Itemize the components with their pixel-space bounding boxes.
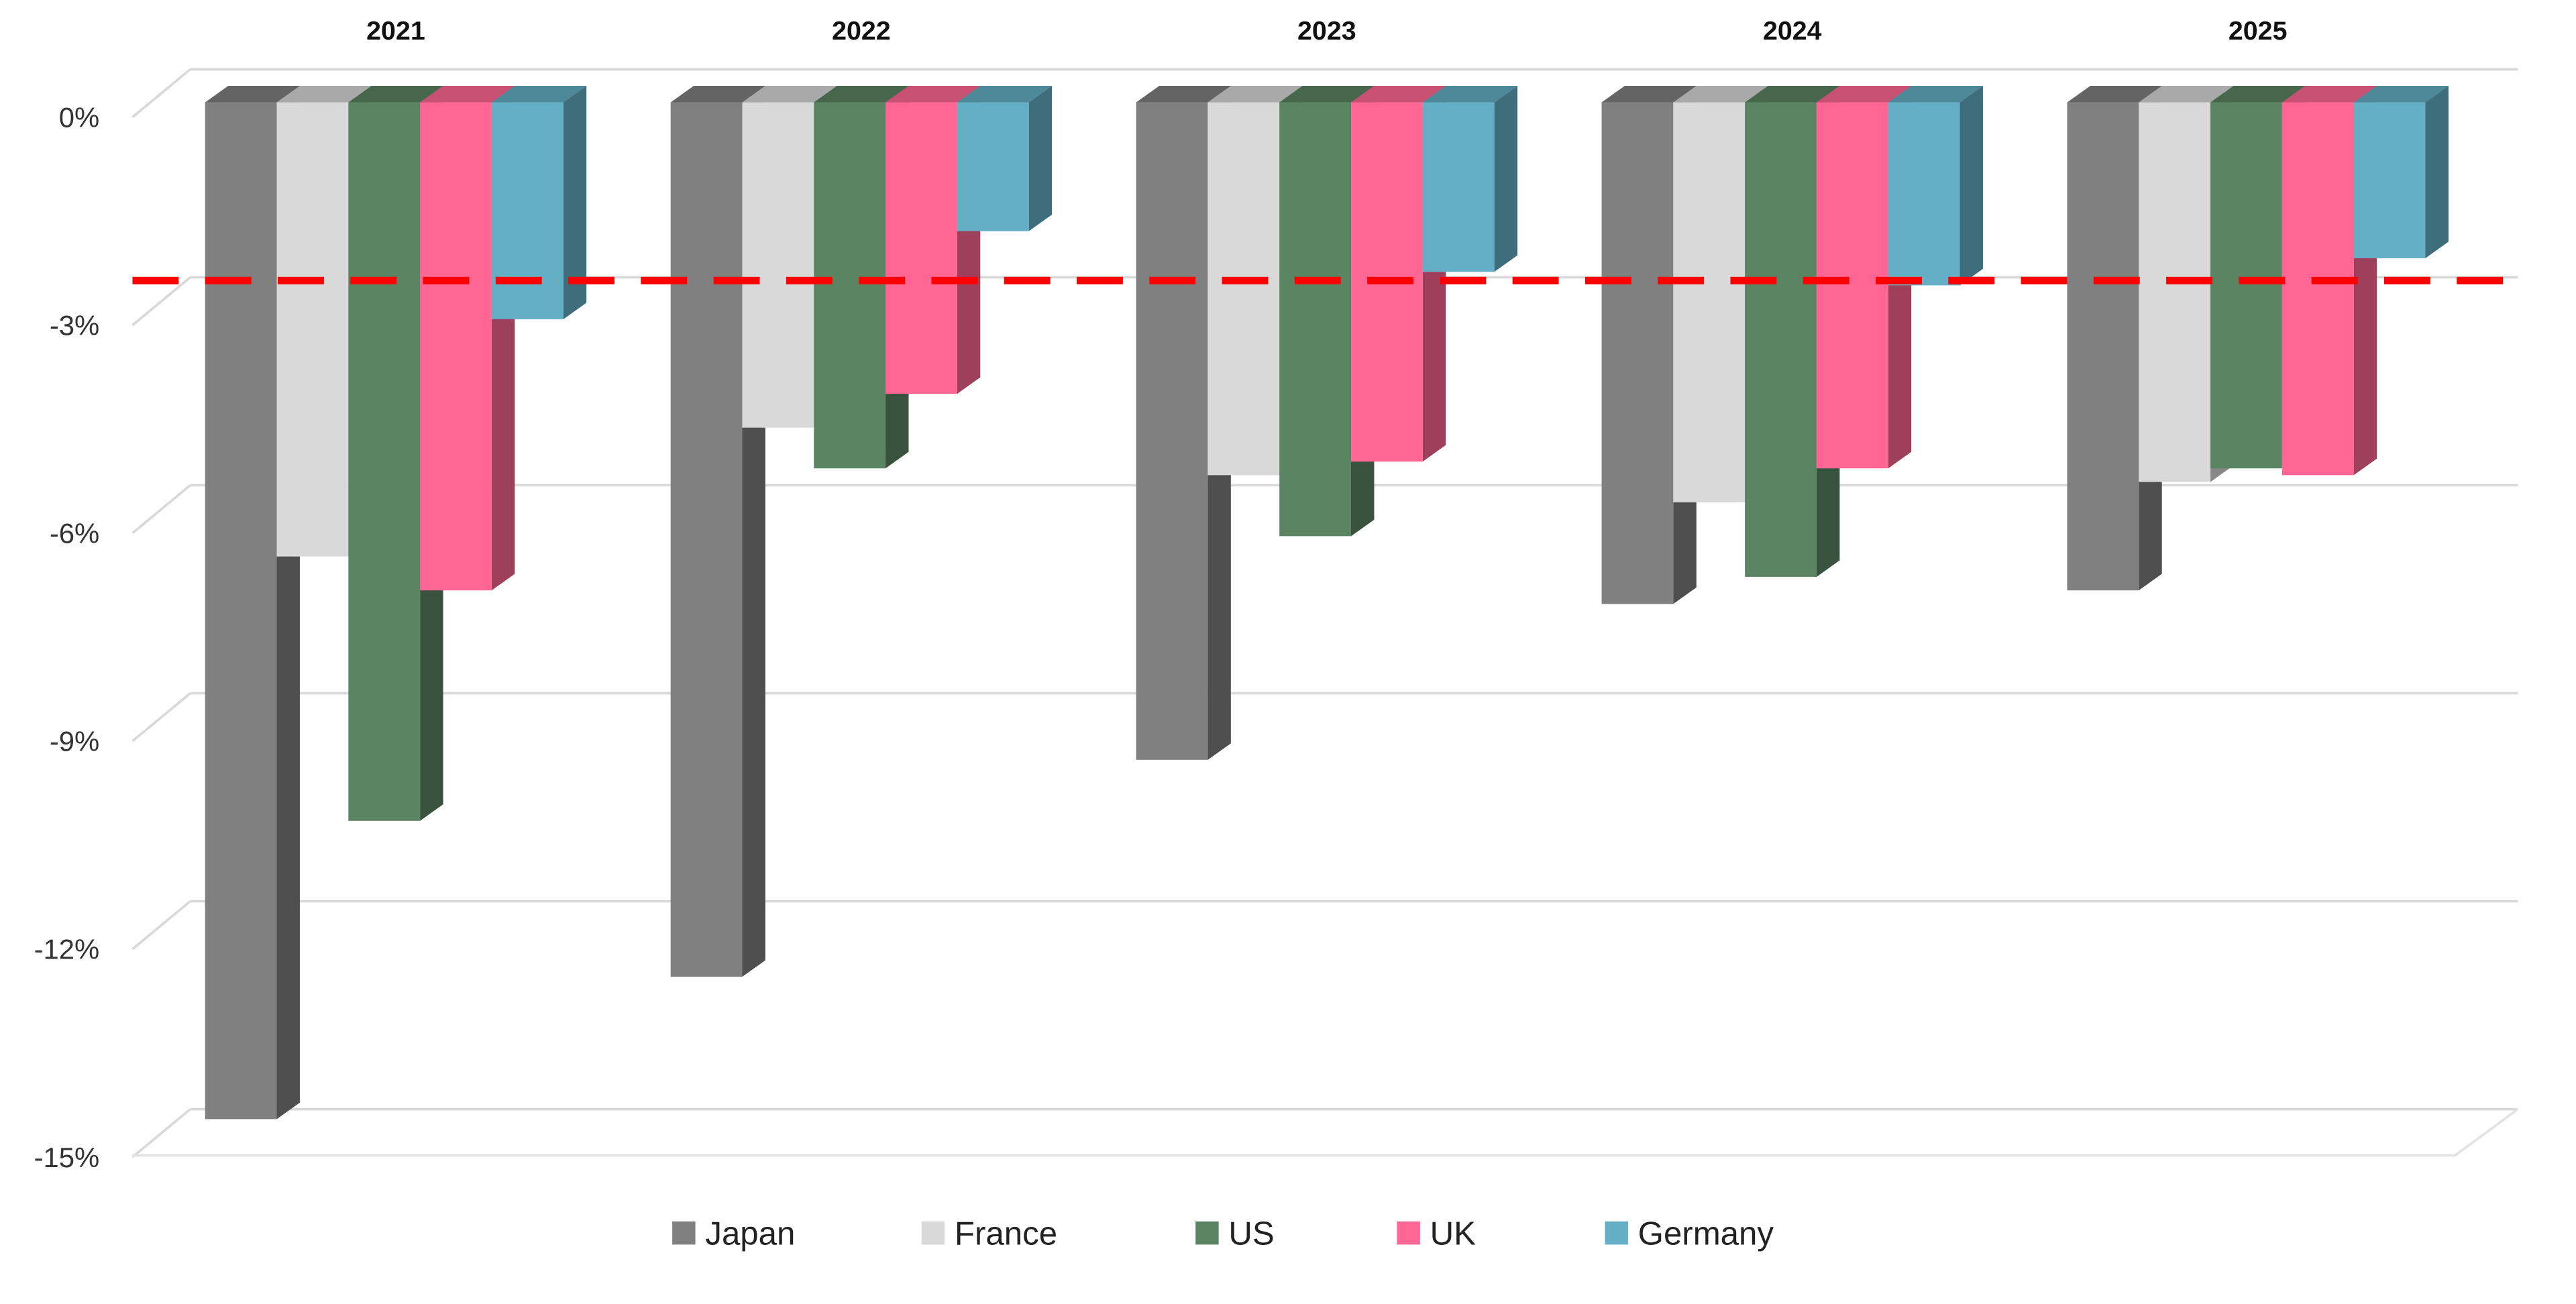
floor-side-edge [2454, 1108, 2519, 1157]
bars [205, 85, 2449, 1120]
legend-swatch-japan [672, 1221, 696, 1245]
bar-side-germany [1028, 85, 1053, 231]
bar-germany-2023 [1422, 102, 1495, 272]
category-label: 2024 [1763, 16, 1822, 46]
legend-label-us: US [1228, 1215, 1274, 1252]
bar-top-germany [957, 85, 1053, 103]
bar-top-germany [2353, 85, 2449, 103]
bar-germany-2022 [957, 102, 1029, 231]
bar-germany-2025 [2353, 102, 2426, 258]
gridline-diagonal [131, 484, 191, 535]
bar-side-germany [2425, 85, 2449, 258]
legend-swatch-uk [1397, 1221, 1420, 1245]
bar-top-us [1745, 85, 1840, 103]
bar-japan-2021 [205, 102, 277, 1120]
bar-top-uk [1351, 85, 1446, 103]
bar-us-2023 [1279, 102, 1352, 537]
category-label: 2022 [832, 16, 891, 46]
legend-label-france: France [955, 1215, 1057, 1252]
category-label: 2025 [2229, 16, 2288, 46]
bar-uk-2025 [2282, 102, 2354, 476]
gridline-diagonal [131, 900, 191, 950]
legend: Japan France US UK Germany [672, 1215, 1774, 1252]
bar-germany-2021 [491, 102, 564, 319]
y-tick-label: -15% [34, 1142, 100, 1173]
y-tick-label: -12% [34, 934, 100, 965]
bar-us-2025 [2210, 102, 2282, 469]
bar-top-japan [1136, 85, 1231, 103]
category-label: 2021 [366, 16, 425, 46]
legend-swatch-us [1195, 1221, 1219, 1245]
bar-uk-2021 [420, 102, 492, 591]
legend-label-uk: UK [1430, 1215, 1477, 1252]
gridline-diagonal [131, 276, 191, 327]
bar-top-france [2139, 85, 2234, 103]
bar-top-uk [885, 85, 981, 103]
bar-top-germany [491, 85, 587, 103]
legend-label-germany: Germany [1638, 1215, 1774, 1252]
bar-france-2022 [742, 102, 814, 428]
bar-us-2021 [348, 102, 421, 821]
bar-top-france [1673, 85, 1768, 103]
bar-top-france [1208, 85, 1303, 103]
bar-top-germany [1422, 85, 1518, 103]
bar-top-japan [2067, 85, 2162, 103]
bar-france-2024 [1673, 102, 1746, 502]
bar-germany-2024 [1888, 102, 1960, 286]
bar-side-germany [1960, 85, 1983, 286]
category-label: 2023 [1297, 16, 1356, 46]
bar-japan-2023 [1136, 102, 1208, 760]
bar-top-us [814, 85, 909, 103]
bar-side-germany [563, 85, 587, 319]
legend-swatch-france [921, 1221, 945, 1245]
bar-top-uk [2282, 85, 2377, 103]
y-tick-label: -9% [50, 726, 99, 757]
y-tick-label: -3% [50, 310, 99, 341]
bar-uk-2022 [885, 102, 957, 394]
bar-japan-2024 [1601, 102, 1674, 604]
bar-top-uk [1816, 85, 1912, 103]
bar-top-japan [1601, 85, 1697, 103]
bar-us-2024 [1745, 102, 1817, 577]
bar-japan-2025 [2067, 102, 2139, 591]
bar-japan-2022 [670, 102, 743, 977]
gridline-diagonal [131, 692, 191, 743]
bar-top-us [1279, 85, 1375, 103]
bar-top-france [742, 85, 837, 103]
bar-top-france [276, 85, 372, 103]
bar-top-japan [670, 85, 765, 103]
category-labels: 2021 2022 2023 2024 2025 [366, 16, 2287, 46]
bar-top-germany [1888, 85, 1983, 103]
bar-top-us [2210, 85, 2306, 103]
bar-france-2023 [1208, 102, 1280, 476]
legend-label-japan: Japan [705, 1215, 795, 1252]
legend-swatch-germany [1605, 1221, 1628, 1245]
gridline-diagonal [131, 68, 191, 119]
bar-top-japan [205, 85, 300, 103]
bar-france-2025 [2139, 102, 2211, 482]
bar-us-2022 [814, 102, 886, 469]
bar-side-germany [1494, 85, 1518, 272]
bar-france-2021 [276, 102, 349, 557]
bar-top-uk [420, 85, 515, 103]
gridline-diagonal [131, 1108, 191, 1158]
bar-uk-2024 [1816, 102, 1888, 469]
y-tick-label: 0% [59, 101, 99, 133]
y-axis-tick-labels: 0% -3% -6% -9% -12% -15% [34, 101, 100, 1173]
bar-top-us [348, 85, 443, 103]
y-tick-label: -6% [50, 518, 99, 549]
